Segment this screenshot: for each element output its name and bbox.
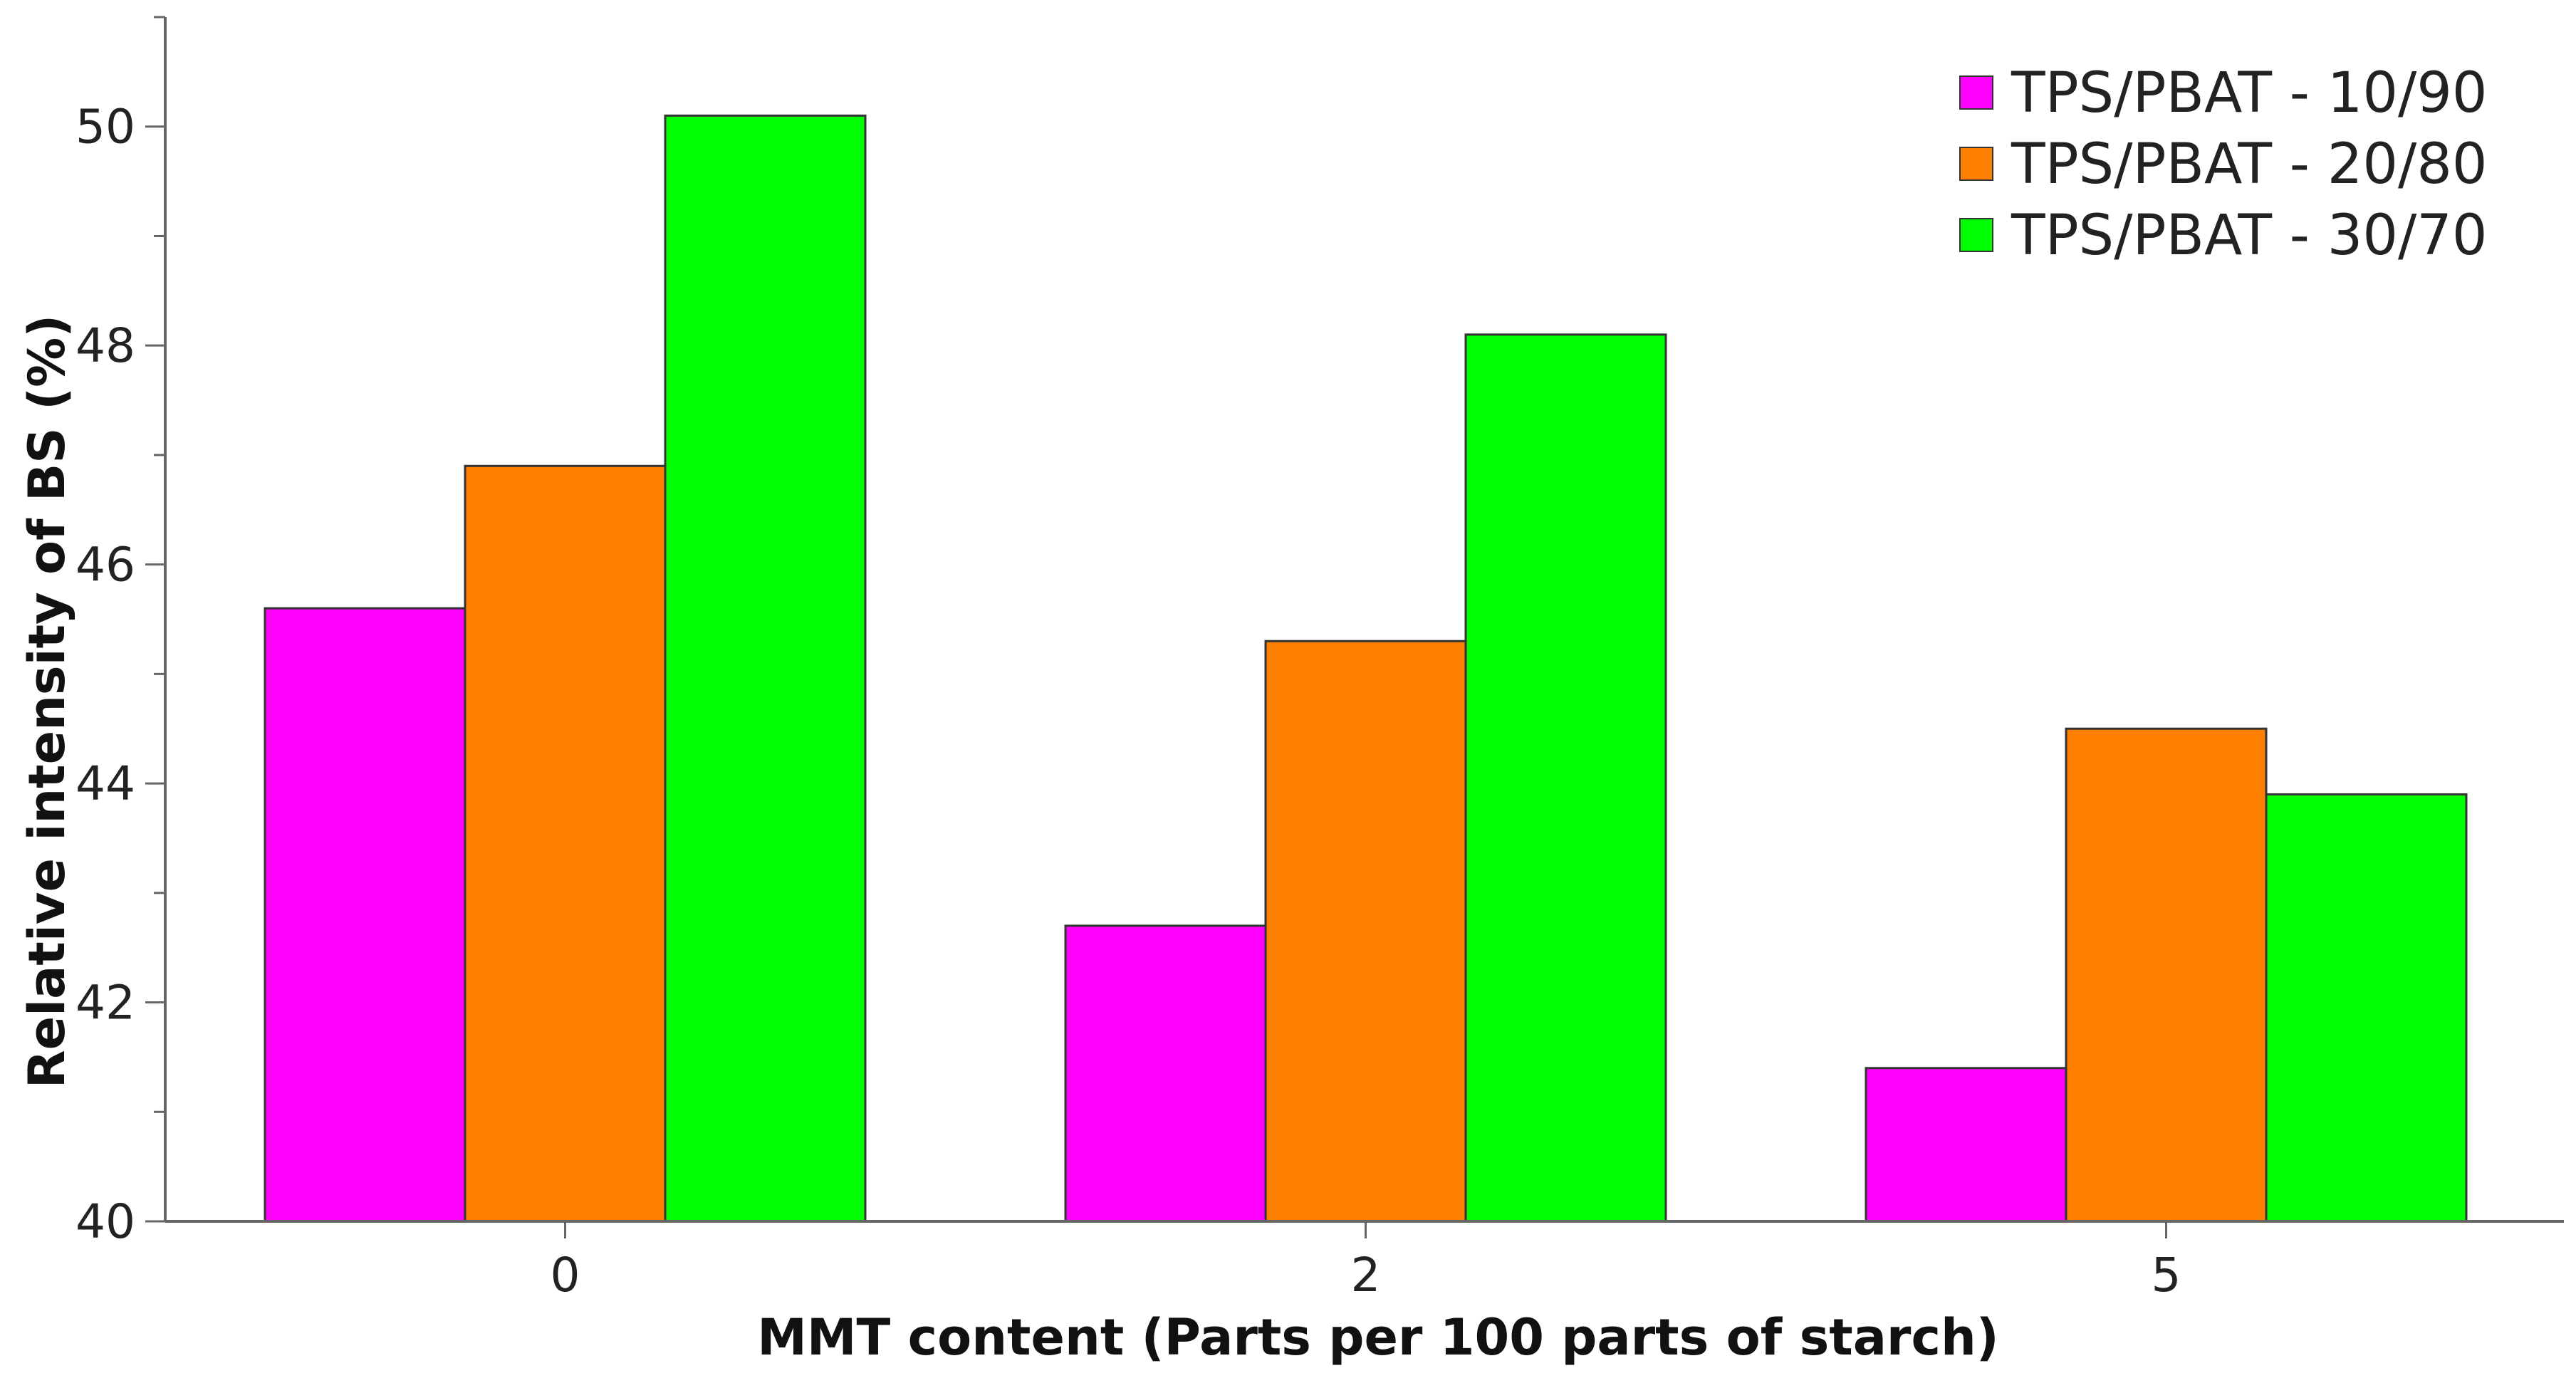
y-tick-label: 42	[75, 976, 135, 1030]
bar-5-series-3	[2265, 793, 2468, 1223]
bar-2-series-1	[1064, 924, 1267, 1223]
bar-5-series-1	[1865, 1067, 2067, 1223]
legend-swatch	[1959, 218, 1993, 252]
bar-0-series-3	[664, 114, 867, 1223]
bar-5-series-2	[2065, 727, 2268, 1223]
x-tick-label: 5	[2152, 1248, 2181, 1303]
bar-0-series-2	[464, 464, 667, 1223]
y-tick-label: 48	[75, 318, 135, 373]
x-axis-title: MMT content (Parts per 100 parts of star…	[757, 1308, 1999, 1367]
legend-swatch	[1959, 147, 1993, 181]
bar-2-series-2	[1264, 640, 1467, 1223]
x-tick-label: 2	[1351, 1248, 1381, 1303]
legend-label: TPS/PBAT - 10/90	[2011, 61, 2487, 125]
y-tick-label: 40	[75, 1194, 135, 1249]
axes-layer: 40 42 44 46 48 50 0 2 5	[75, 16, 2564, 1303]
y-tick-label: 44	[75, 756, 135, 811]
y-axis-title: Relative intensity of BS (%)	[18, 315, 76, 1088]
legend: TPS/PBAT - 10/90 TPS/PBAT - 20/80 TPS/PBAT…	[1959, 61, 2487, 268]
bars-layer	[264, 114, 2468, 1223]
legend-swatch	[1959, 75, 1993, 110]
legend-label: TPS/PBAT - 30/70	[2011, 204, 2487, 268]
x-tick-label: 0	[551, 1248, 580, 1303]
y-tick-label: 50	[75, 100, 135, 155]
y-tick-label: 46	[75, 538, 135, 593]
bar-0-series-1	[264, 607, 466, 1223]
legend-label: TPS/PBAT - 20/80	[2011, 132, 2487, 197]
bar-2-series-3	[1464, 333, 1667, 1223]
